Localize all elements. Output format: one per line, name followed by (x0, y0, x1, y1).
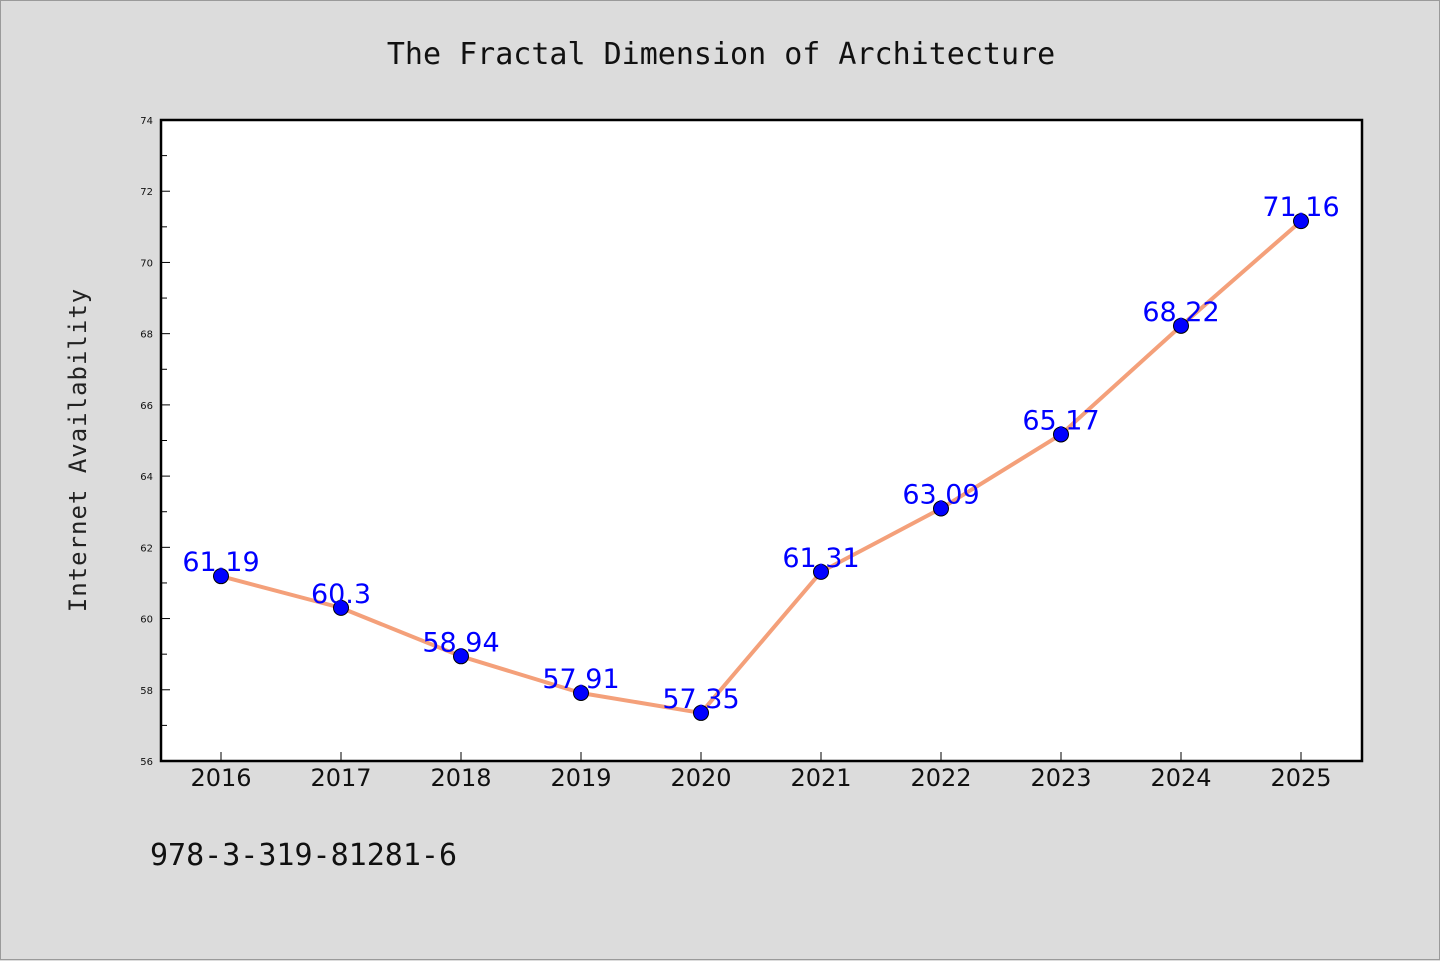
data-label: 60.3 (311, 579, 371, 610)
x-tick-label: 2018 (430, 764, 491, 792)
x-tick-label: 2017 (310, 764, 371, 792)
data-label: 58.94 (422, 627, 499, 658)
y-tick-label: 68 (140, 330, 153, 341)
plot-area (159, 118, 1364, 763)
series-layer (213, 213, 1309, 721)
y-tick-label: 60 (140, 615, 153, 626)
data-point (573, 684, 589, 701)
x-tick-label: 2023 (1030, 764, 1091, 792)
data-point (813, 563, 829, 580)
data-point (1053, 426, 1069, 443)
y-tick-label: 66 (140, 401, 153, 412)
data-point (1173, 317, 1189, 334)
y-axis-label: Internet Availability (64, 288, 92, 612)
data-label: 65.17 (1022, 405, 1099, 436)
data-point (1293, 213, 1309, 230)
x-tick-label: 2020 (670, 764, 731, 792)
x-tick-label: 2022 (910, 764, 971, 792)
data-label: 61.31 (782, 543, 859, 574)
data-label: 68.22 (1142, 297, 1219, 328)
x-tick-label: 2016 (190, 764, 251, 792)
isbn-text: 978-3-319-81281-6 (150, 838, 457, 873)
x-tick-label: 2019 (550, 764, 611, 792)
x-tick-label: 2025 (1270, 764, 1331, 792)
y-tick-label: 64 (140, 472, 153, 483)
data-point (333, 599, 349, 616)
data-label: 57.35 (662, 684, 739, 715)
data-point (933, 500, 949, 517)
x-axis-ticks: 2016 2017 2018 2019 2020 2021 2022 2023 2024 2025 (190, 752, 1332, 792)
chart-title: The Fractal Dimension of Architecture (387, 37, 1055, 72)
y-tick-label: 62 (140, 543, 153, 554)
data-labels: 61.19 60.3 58.94 57.91 57.35 61.31 63.09 65.17 6… (182, 192, 1339, 715)
y-tick-label: 74 (140, 116, 153, 127)
x-tick-label: 2021 (790, 764, 851, 792)
y-tick-label: 58 (140, 686, 153, 697)
data-label: 71.16 (1262, 192, 1339, 223)
y-tick-label: 70 (140, 258, 153, 269)
x-tick-label: 2024 (1150, 764, 1211, 792)
y-axis-ticks: 56 58 60 62 64 66 68 70 72 74 (140, 116, 170, 768)
y-tick-label: 72 (140, 187, 153, 198)
data-point (693, 704, 709, 721)
data-label: 57.91 (542, 664, 619, 695)
data-point (213, 568, 229, 585)
data-point (453, 648, 469, 665)
series-line (219, 219, 1303, 715)
y-tick-label: 56 (140, 757, 153, 768)
data-label: 63.09 (902, 480, 979, 511)
data-label: 61.19 (182, 547, 259, 578)
